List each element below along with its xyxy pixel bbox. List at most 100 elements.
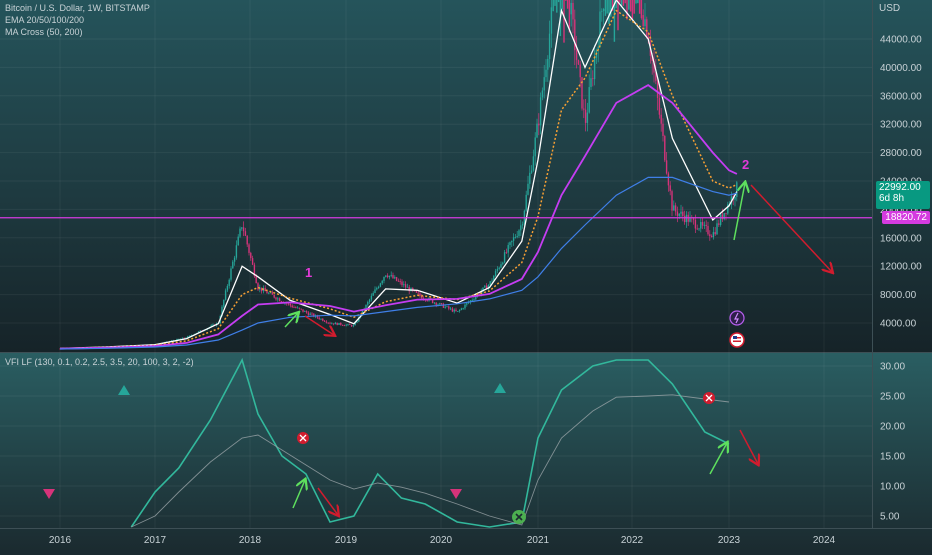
price-tick-label: 32000.00	[880, 120, 922, 131]
candle-body	[525, 194, 527, 211]
vfi-red-arrow-1	[317, 487, 338, 515]
candle-body	[683, 216, 686, 223]
candle-body	[329, 322, 331, 324]
candle-body	[475, 296, 477, 300]
candle-body	[619, 0, 621, 3]
symbol-title[interactable]: Bitcoin / U.S. Dollar, 1W, BITSTAMP	[5, 3, 150, 13]
candle-body	[694, 219, 697, 229]
candle-body	[419, 293, 421, 296]
candle-body	[228, 279, 230, 286]
candle-body	[583, 108, 585, 110]
candle-body	[300, 308, 302, 310]
time-tick-label: 2019	[335, 535, 358, 546]
candle-body	[493, 275, 495, 281]
candle-body	[181, 337, 184, 339]
candle-body	[626, 0, 628, 20]
ema-legend[interactable]: EMA 20/50/100/200	[5, 15, 85, 25]
us-flag-event-icon	[733, 336, 737, 339]
candle-body	[696, 228, 698, 230]
candle-body	[449, 308, 452, 310]
lightning-event-icon[interactable]	[729, 310, 745, 326]
candle-body	[368, 299, 371, 303]
candle-body	[640, 0, 643, 19]
candle-body	[628, 0, 630, 10]
candle-body	[568, 0, 571, 33]
candle-body	[471, 300, 473, 301]
candle-body	[295, 307, 297, 308]
candle-body	[642, 15, 644, 27]
candle-body	[381, 280, 383, 284]
candle-body	[417, 292, 419, 294]
candle-body	[527, 183, 529, 195]
candle-body	[716, 223, 718, 235]
candle-body	[313, 313, 315, 317]
candle-body	[516, 236, 518, 237]
candle-body	[473, 299, 475, 301]
candle-body	[460, 308, 463, 310]
candle-body	[309, 313, 311, 315]
candle-body	[221, 306, 223, 317]
candle-body	[349, 324, 351, 326]
candle-body	[457, 310, 459, 312]
candle-body	[651, 55, 653, 62]
candle-body	[646, 19, 648, 37]
candle-body	[665, 160, 668, 174]
candle-body	[577, 59, 580, 65]
candle-body	[637, 0, 639, 4]
candle-body	[530, 170, 533, 173]
candle-body	[629, 0, 632, 12]
currency-label[interactable]: USD	[879, 3, 901, 14]
candle-body	[332, 323, 335, 325]
candle-body	[235, 245, 238, 258]
candle-body	[529, 172, 531, 184]
candle-body	[379, 283, 382, 287]
candle-body	[385, 275, 387, 277]
candle-body	[199, 330, 202, 332]
candle-body	[350, 325, 353, 327]
candlesticks	[59, 0, 738, 350]
candle-body	[606, 0, 608, 14]
candle-body	[721, 214, 724, 220]
candle-body	[343, 325, 346, 327]
candle-body	[682, 211, 684, 217]
candle-body	[617, 0, 619, 31]
ma-cross-legend[interactable]: MA Cross (50, 200)	[5, 27, 83, 37]
price-tick-label: 16000.00	[880, 233, 922, 244]
candle-body	[408, 286, 410, 292]
candle-body	[736, 182, 738, 197]
vfi-lines	[130, 357, 730, 528]
candle-body	[322, 318, 324, 321]
ema-line-ema-100	[59, 84, 738, 350]
candle-body	[437, 304, 439, 306]
candle-body	[278, 298, 281, 302]
candle-body	[662, 123, 664, 137]
candle-body	[289, 303, 292, 306]
candle-body	[302, 309, 304, 312]
candle-body	[633, 0, 635, 14]
candle-body	[671, 191, 673, 211]
candle-body	[327, 322, 329, 324]
candle-body	[257, 283, 259, 290]
candle-body	[291, 305, 293, 308]
candle-body	[556, 0, 558, 13]
vfi-tick-label: 5.00	[880, 512, 900, 523]
candle-body	[664, 136, 666, 161]
candle-body	[233, 257, 236, 262]
hline-price-tag: 18820.72	[882, 211, 930, 224]
candle-body	[210, 325, 212, 328]
candle-body	[462, 308, 464, 310]
candle-body	[280, 301, 283, 302]
vfi-legend[interactable]: VFI LF (130, 0.1, 0.2, 2.5, 3.5, 20, 100…	[5, 357, 194, 367]
candle-body	[700, 222, 702, 229]
candle-body	[692, 218, 695, 220]
candle-body	[489, 281, 491, 286]
candle-body	[354, 322, 356, 326]
time-tick-label: 2021	[527, 535, 550, 546]
bar-countdown: 6d 8h	[879, 193, 905, 204]
candle-body	[390, 275, 392, 276]
candle-body	[374, 289, 376, 293]
us-flag-event-icon[interactable]	[729, 332, 745, 348]
candle-body	[307, 312, 310, 315]
candle-body	[548, 33, 551, 59]
price-tick-label: 12000.00	[880, 262, 922, 273]
